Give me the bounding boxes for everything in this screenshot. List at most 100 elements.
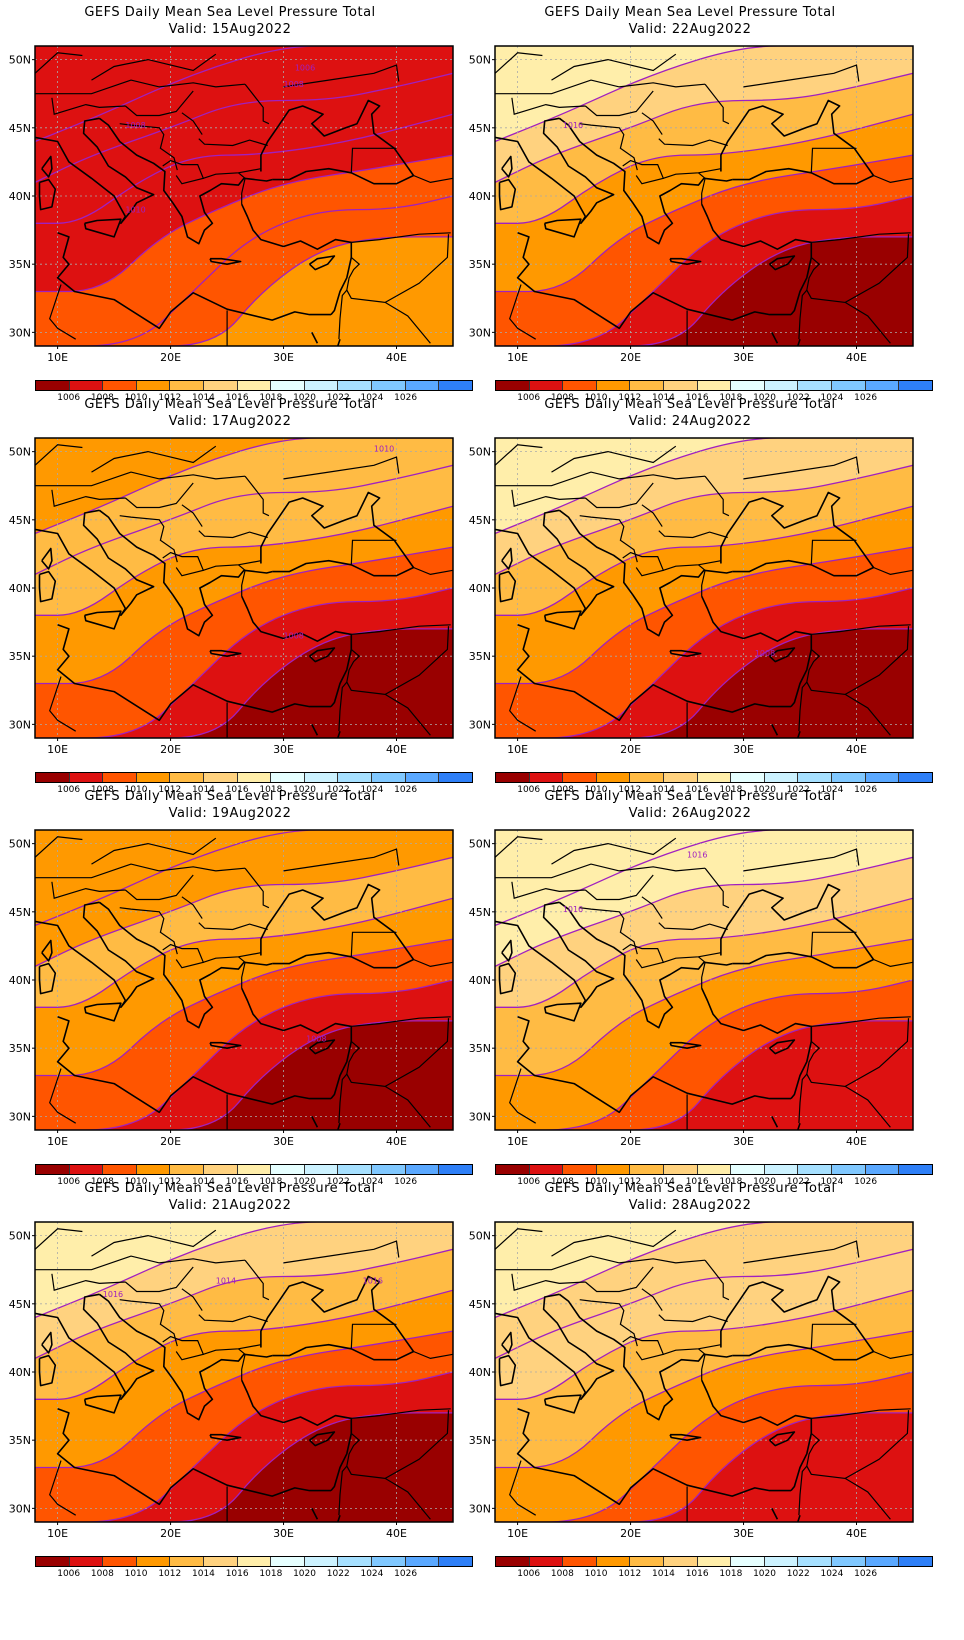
country-border [351, 232, 451, 243]
country-border [162, 159, 205, 185]
country-border [35, 79, 246, 95]
country-border [873, 1350, 913, 1360]
pressure-map: 1008 1010 1006 1008 50N 45N 40N 35N 30N 10E 20E 30E… [9, 45, 454, 364]
coastline [768, 1431, 796, 1447]
colorbar-label: 1020 [293, 1177, 316, 1187]
isobar-line [35, 113, 453, 224]
colorbar-label: 1022 [326, 1177, 350, 1187]
lat-tick-label: 40N [469, 190, 491, 203]
lon-tick-label: 30E [733, 743, 754, 756]
coastline [720, 1275, 875, 1361]
colorbar-label: 1014 [192, 785, 215, 795]
panel-valid-date: Valid: 26Aug2022 [628, 806, 752, 821]
colorbar-swatch [865, 1165, 900, 1174]
colorbar-swatch [405, 1557, 440, 1566]
panel-valid-date: Valid: 19Aug2022 [168, 806, 292, 821]
colorbar-swatch [731, 1557, 765, 1566]
colorbar-label: 1006 [57, 1177, 81, 1187]
lon-tick-label: 30E [273, 743, 294, 756]
colorbar-label: 1010 [124, 393, 148, 403]
lat-tick-label: 30N [469, 718, 491, 731]
coastline [56, 624, 331, 722]
colorbar-swatch [832, 773, 866, 782]
coastline [516, 1408, 791, 1506]
colorbar-swatch [596, 1165, 631, 1174]
country-border [873, 566, 913, 576]
country-border [350, 539, 397, 565]
country-border [181, 1288, 203, 1311]
colorbar-label: 1010 [124, 785, 148, 795]
coastline [501, 547, 513, 570]
colorbar-label: 1026 [854, 393, 878, 403]
lat-tick-label: 40N [469, 1366, 491, 1379]
coastline [41, 155, 53, 178]
country-border [622, 551, 665, 577]
panel-valid-date: Valid: 15Aug2022 [168, 22, 292, 37]
country-border [658, 1314, 728, 1323]
colorbar-swatch [237, 1165, 272, 1174]
country-border [119, 907, 178, 955]
country-border [511, 489, 586, 507]
colorbar-label: 1012 [158, 1177, 182, 1187]
isobar-label: 1010 [374, 445, 394, 454]
colorbar-label: 1008 [90, 1177, 114, 1187]
colorbar: 1006 1008 1010 1012 1014 1016 1018 1020 1022 1024… [35, 772, 473, 800]
country-border [49, 676, 77, 732]
colorbar-label: 1016 [685, 1177, 709, 1187]
country-border [238, 956, 246, 989]
isobar-line [495, 438, 913, 535]
country-border [509, 1460, 537, 1516]
colorbar-swatch [630, 381, 665, 390]
coastline [98, 117, 273, 245]
country-border [579, 1299, 638, 1347]
map-panel: GEFS Daily Mean Sea Level Pressure Total… [460, 392, 933, 802]
colorbar-swatch [664, 773, 698, 782]
colorbar: 1006 1008 1010 1012 1014 1016 1018 1020 1022 1024… [495, 772, 933, 800]
lat-tick-label: 40N [9, 190, 31, 203]
lat-tick-label: 30N [469, 1502, 491, 1515]
lon-tick-label: 20E [160, 1527, 181, 1540]
colorbar-label: 1022 [786, 1569, 810, 1579]
colorbar-label: 1010 [584, 393, 608, 403]
panel-valid-date: Valid: 28Aug2022 [628, 1198, 752, 1213]
colorbar-label: 1022 [786, 1177, 810, 1187]
country-border [350, 931, 397, 957]
country-border [658, 530, 728, 539]
colorbar-label: 1026 [854, 785, 878, 795]
colorbar-swatch [697, 773, 732, 782]
colorbar-swatch [529, 1557, 564, 1566]
colorbar-label: 1024 [820, 1569, 844, 1579]
isobar-line [495, 154, 913, 293]
isobar-label: 1008 [284, 631, 304, 640]
country-border [181, 504, 203, 527]
country-border [346, 1432, 431, 1520]
coastline [240, 595, 353, 708]
lon-tick-label: 40E [386, 351, 407, 364]
colorbar-swatch [664, 1165, 698, 1174]
coastline [543, 218, 582, 238]
colorbar-swatch [764, 1557, 799, 1566]
lon-tick-label: 20E [620, 351, 641, 364]
country-border [350, 147, 397, 173]
colorbar-label: 1020 [753, 785, 776, 795]
coastline [797, 1514, 801, 1522]
country-border [811, 1408, 911, 1419]
colorbar-label: 1010 [124, 1177, 148, 1187]
country-border [622, 1335, 665, 1361]
country-border [704, 1259, 730, 1301]
coastline [495, 509, 615, 617]
colorbar-swatch [529, 1165, 564, 1174]
isobar-line [495, 505, 913, 616]
pressure-map: 50N 45N 40N 35N 30N 10E 20E 30E 40E [469, 1221, 914, 1540]
colorbar-label: 1014 [192, 393, 215, 403]
isobar-line [495, 46, 913, 143]
colorbar-label: 1016 [225, 1177, 249, 1187]
country-border [346, 648, 431, 736]
colorbar-swatch [69, 773, 104, 782]
isobar-line [35, 505, 453, 616]
panel-title: GEFS Daily Mean Sea Level Pressure Total [544, 1181, 836, 1196]
isobar-label: 1008 [755, 649, 775, 658]
colorbar-swatch [271, 773, 305, 782]
coastline [337, 1122, 341, 1130]
lon-tick-label: 20E [620, 743, 641, 756]
